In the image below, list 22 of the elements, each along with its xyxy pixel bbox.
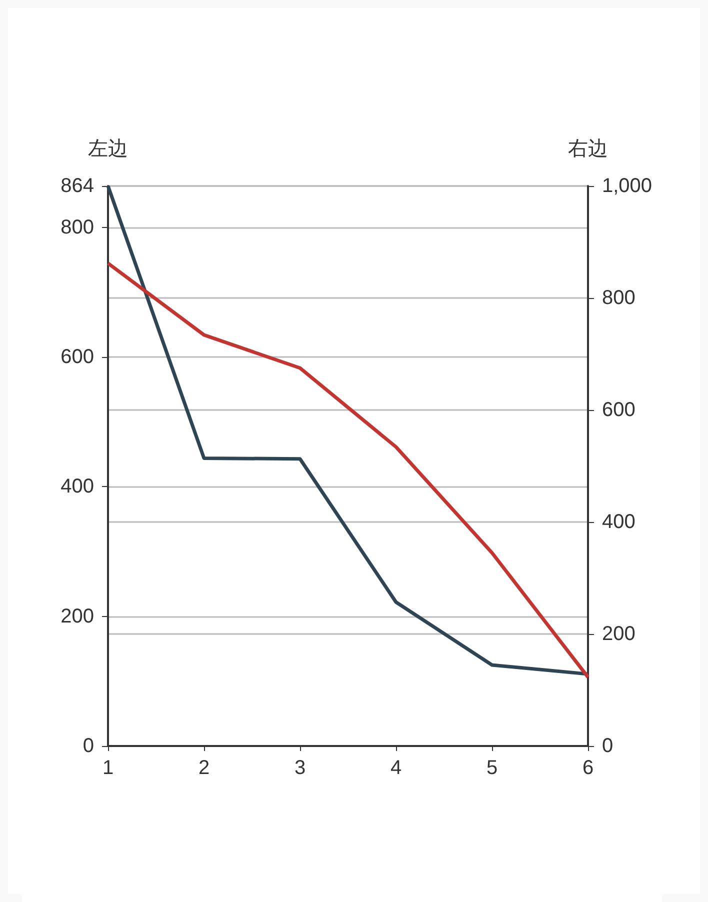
y2-tick-label: 400 (602, 511, 636, 533)
y-tick-label: 200 (60, 605, 94, 628)
y2-tick-label: 1,000 (602, 175, 652, 197)
y2-tick-label: 600 (602, 399, 636, 421)
x-tick-label: 2 (198, 757, 210, 779)
y2-tick-label: 0 (602, 735, 614, 757)
x-tick-label: 6 (582, 757, 594, 779)
x-tick-label: 1 (102, 757, 114, 779)
y2-axis-title: 右边 (568, 136, 608, 160)
y-tick-label: 600 (60, 346, 94, 368)
y2-tick-label: 200 (602, 623, 636, 645)
y-tick-label: 0 (82, 735, 94, 757)
y-tick-label: 400 (60, 476, 94, 498)
line-series (106, 262, 590, 679)
y-tick-label: 800 (60, 216, 94, 238)
x-tick-label: 5 (486, 757, 498, 779)
y-axis-title: 左边 (88, 136, 128, 160)
y-tick-label: 864 (60, 175, 94, 197)
x-tick-label: 3 (294, 757, 306, 779)
line-series (106, 184, 590, 676)
y2-tick-label: 800 (602, 287, 636, 309)
x-tick-label: 4 (390, 757, 402, 779)
